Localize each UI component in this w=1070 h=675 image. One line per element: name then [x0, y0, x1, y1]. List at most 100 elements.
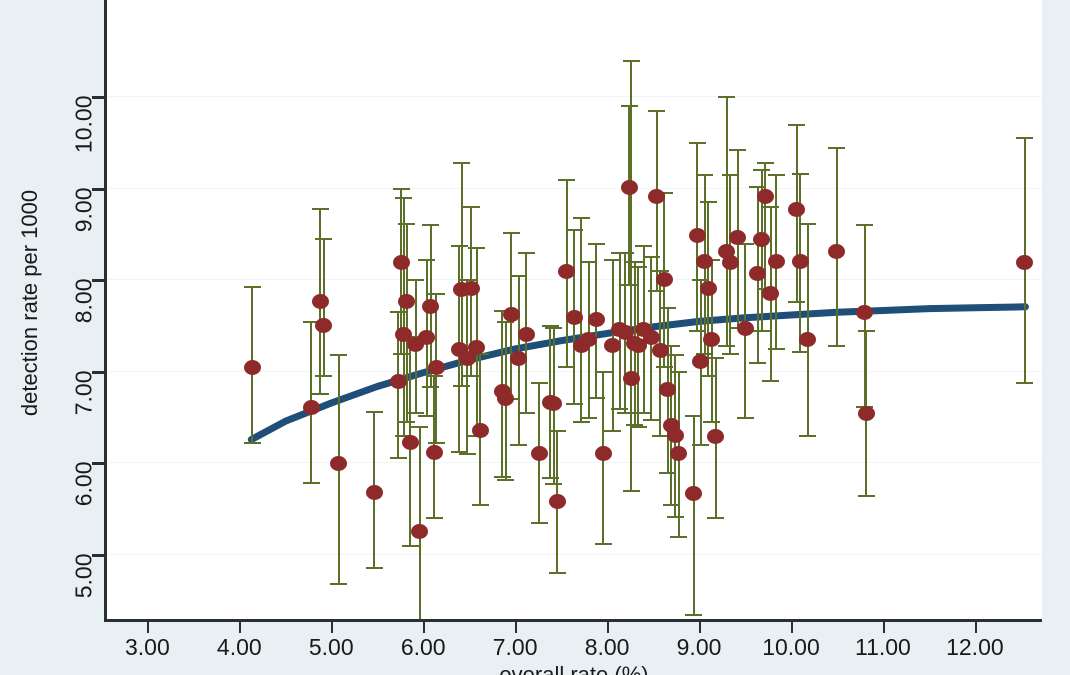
error-bar-cap [493, 476, 511, 479]
data-point-marker [411, 523, 429, 539]
data-point-marker [856, 304, 874, 320]
error-bar-cap [418, 259, 436, 262]
error-bar-cap [788, 301, 805, 304]
data-point-marker [594, 445, 612, 461]
error-bar-cap [767, 348, 785, 350]
error-bar-cap [548, 430, 566, 433]
error-bar-cap [458, 279, 476, 282]
error-bar-cap [629, 425, 647, 428]
data-point-marker [651, 343, 669, 359]
error-bar-cap [611, 407, 629, 410]
data-point-marker [587, 312, 605, 328]
error-bar-cap [572, 421, 590, 424]
y-tick-label: 7.00 [70, 370, 97, 416]
x-tick-label: 6.00 [400, 634, 446, 660]
error-bar-cap [662, 503, 680, 506]
error-bar-cap [302, 481, 320, 484]
gridline [106, 187, 1042, 189]
error-bar-cap [418, 414, 436, 417]
error-bar-cap [365, 566, 383, 569]
error-bar-cap [407, 412, 425, 415]
error-bar-cap [1016, 381, 1034, 384]
error-bar-cap [635, 244, 653, 247]
y-tick-label: 6.00 [70, 461, 97, 507]
error-bar-cap [655, 366, 673, 369]
error-bar [400, 187, 403, 353]
gridline [106, 462, 1042, 464]
data-point-marker [315, 317, 333, 333]
error-bar-cap [594, 543, 612, 546]
data-point-marker [703, 332, 721, 348]
x-tick-label: 8.00 [584, 634, 630, 660]
data-point-marker [1016, 255, 1034, 271]
x-tick-label: 5.00 [308, 634, 354, 660]
error-bar-cap [688, 329, 706, 332]
error-bar-cap [616, 412, 634, 415]
data-point-marker [629, 337, 647, 353]
error-bar-cap [548, 572, 566, 575]
error-bar-cap [315, 238, 333, 241]
data-point-marker [756, 189, 774, 205]
x-tick [790, 622, 793, 633]
data-point-marker [707, 429, 725, 445]
error-bar-cap [604, 259, 622, 262]
error-bar-cap [587, 242, 605, 245]
error-bar-cap [422, 224, 440, 227]
error-bar [760, 169, 763, 330]
y-axis-line [104, 0, 107, 622]
error-bar-cap [453, 384, 471, 387]
error-bar-cap [721, 174, 739, 176]
x-tick [239, 622, 242, 633]
data-point-marker [565, 310, 583, 326]
error-bar-cap [791, 173, 809, 176]
data-point-marker [729, 229, 747, 245]
data-point-marker [749, 266, 767, 282]
error-bar [725, 96, 728, 346]
error-bar-cap [530, 522, 548, 524]
error-bar-cap [392, 187, 410, 190]
x-tick-label: 12.00 [946, 634, 1004, 660]
data-point-marker [392, 255, 410, 271]
error-bar-cap [458, 453, 476, 456]
x-tick-label: 7.00 [492, 634, 538, 660]
error-bar-cap [857, 329, 875, 332]
data-point-marker [558, 264, 576, 280]
error-bar-cap [398, 421, 416, 424]
plot-region [106, 0, 1042, 620]
error-bar-cap [696, 352, 714, 355]
data-point-marker [462, 280, 480, 296]
error-bar-cap [666, 515, 684, 518]
error-bar-cap [395, 196, 413, 199]
y-tick [92, 187, 105, 191]
x-tick [331, 622, 334, 633]
error-bar-cap [648, 109, 666, 112]
error-bar-cap [565, 228, 583, 231]
error-bar-cap [389, 456, 407, 459]
error-bar-cap [407, 279, 425, 282]
data-point-marker [510, 351, 528, 367]
error-bar-cap [756, 162, 774, 165]
error-bar-cap [510, 274, 528, 277]
data-point-marker [422, 299, 440, 315]
error-bar-cap [427, 293, 445, 296]
error-bar-cap [389, 311, 407, 314]
data-point-marker [655, 271, 673, 287]
error-bar-cap [425, 517, 443, 520]
gridline [106, 554, 1042, 556]
y-tick [92, 96, 105, 100]
y-tick [92, 462, 105, 466]
error-bar [402, 196, 405, 435]
error-bar-cap [651, 435, 669, 437]
error-bar-cap [629, 265, 647, 268]
data-point-marker [545, 396, 563, 412]
data-point-marker [418, 330, 436, 346]
data-point-marker [497, 390, 515, 406]
error-bar-cap [502, 231, 520, 234]
error-bar-cap [736, 242, 754, 245]
data-point-marker [580, 332, 598, 348]
error-bar-cap [468, 247, 486, 250]
error-bar-cap [315, 375, 333, 378]
error-bar-cap [753, 329, 771, 332]
error-bar-cap [450, 451, 468, 454]
data-point-marker [699, 280, 717, 296]
